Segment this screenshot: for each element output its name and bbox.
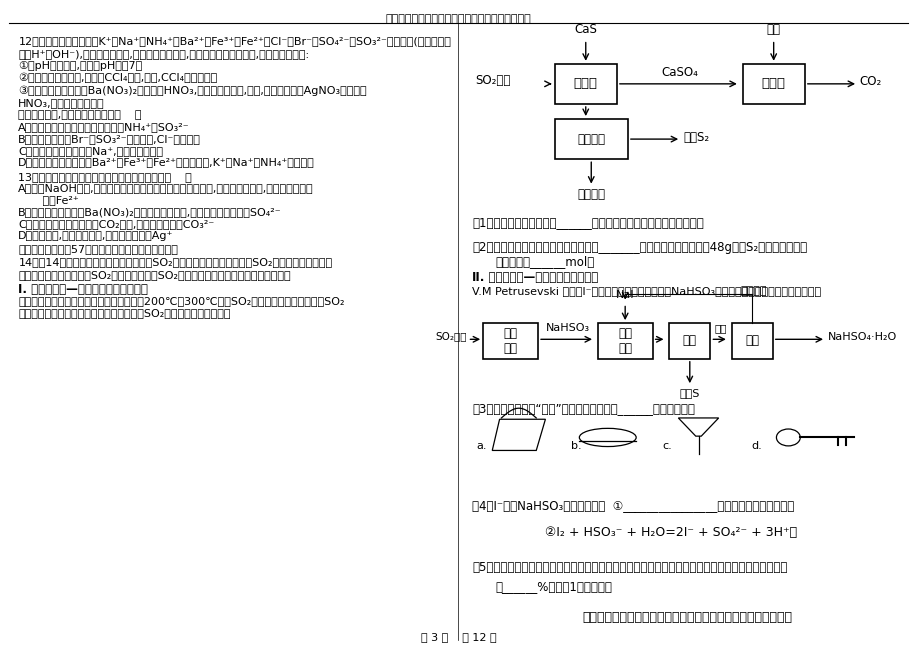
Text: 滤液: 滤液 — [714, 323, 726, 333]
Text: 脱硫气体: 脱硫气体 — [576, 188, 605, 202]
Text: V.M Petrusevski 等人用I⁻作为催化剂，在常温下，将NaHSO₃进行液相催化回收硫磺的工艺如下：: V.M Petrusevski 等人用I⁻作为催化剂，在常温下，将NaHSO₃进… — [471, 286, 821, 296]
Text: ②向溶液中滴加氯水,再加入CCl₄振荡,静置,CCl₄层呈橙色。: ②向溶液中滴加氯水,再加入CCl₄振荡,静置,CCl₄层呈橙色。 — [18, 73, 218, 83]
Text: 碱盐
吸收: 碱盐 吸收 — [503, 327, 517, 355]
FancyBboxPatch shape — [731, 323, 772, 359]
FancyBboxPatch shape — [742, 64, 804, 104]
FancyBboxPatch shape — [554, 64, 617, 104]
Text: CaS: CaS — [573, 23, 596, 36]
FancyBboxPatch shape — [668, 323, 709, 359]
Text: 一切不按照高考标准进行的训练，都对备战高考没有任何意义！: 一切不按照高考标准进行的训练，都对备战高考没有任何意义！ — [582, 611, 791, 624]
Text: 固体还原剂直接还原法是指在一定温度下（200℃～300℃）将SO₂烟气通过固体还原剂，使SO₂: 固体还原剂直接还原法是指在一定温度下（200℃～300℃）将SO₂烟气通过固体还… — [18, 296, 345, 306]
FancyBboxPatch shape — [482, 323, 538, 359]
Text: 14．（14分）随着现代工业的快速发展，SO₂烟气的排放量急剧增加。将SO₂还原为硫磺是目前烟: 14．（14分）随着现代工业的快速发展，SO₂烟气的排放量急剧增加。将SO₂还原… — [18, 257, 332, 267]
Text: A．加入NaOH溶液,生成的白色沉淠在空气中迅速变成灰绳色,最终变成红褐色,则原溶液中一定: A．加入NaOH溶液,生成的白色沉淠在空气中迅速变成灰绳色,最终变成红褐色,则原… — [18, 183, 313, 193]
Text: B．溶液中滴加酸化的Ba(NO₃)₂溶液出现白色沉淠,说明该溶液中一定有SO₄²⁻: B．溶液中滴加酸化的Ba(NO₃)₂溶液出现白色沉淠,说明该溶液中一定有SO₄²… — [18, 207, 281, 217]
Text: NaHSO₃: NaHSO₃ — [545, 323, 589, 333]
Text: 13．下列有关离子的检验或推断的叙述正确的有（    ）: 13．下列有关离子的检验或推断的叙述正确的有（ ） — [18, 172, 192, 181]
Text: Ⅰ. 气相还原法—固体还原剂直接还原法: Ⅰ. 气相还原法—固体还原剂直接还原法 — [18, 283, 148, 296]
Text: B．原混合溶液中Br⁻、SO₃²⁻肯定存在,Cl⁻可能存在: B．原混合溶液中Br⁻、SO₃²⁻肯定存在,Cl⁻可能存在 — [18, 134, 201, 144]
Text: NaHSO₄·H₂O: NaHSO₄·H₂O — [827, 332, 896, 343]
Text: 含有Fe²⁺: 含有Fe²⁺ — [18, 195, 79, 205]
Text: （4）I⁻催化NaHSO₃的反应过程为  ①________________（用离子方程式表示）；: （4）I⁻催化NaHSO₃的反应过程为 ①________________（用离… — [471, 499, 793, 512]
Text: 单质S₂: 单质S₂ — [682, 131, 709, 144]
Text: NaI: NaI — [615, 290, 634, 300]
Text: 过滤: 过滤 — [682, 334, 696, 347]
FancyBboxPatch shape — [597, 323, 652, 359]
Text: D．原混合溶液中阳离子Ba²⁺、Fe³⁺、Fe²⁺一定不存在,K⁺、Na⁺、NH₄⁺一定存在: D．原混合溶液中阳离子Ba²⁺、Fe³⁺、Fe²⁺一定不存在,K⁺、Na⁺、NH… — [18, 157, 314, 167]
FancyBboxPatch shape — [554, 119, 628, 159]
Text: CaSO₄: CaSO₄ — [661, 66, 698, 79]
Text: a.: a. — [476, 441, 487, 450]
Text: SO₂烟气: SO₂烟气 — [474, 74, 510, 87]
Text: ②I₂ + HSO₃⁻ + H₂O=2I⁻ + SO₄²⁻ + 3H⁺。: ②I₂ + HSO₃⁻ + H₂O=2I⁻ + SO₄²⁻ + 3H⁺。 — [545, 526, 797, 539]
Text: 于______%（保由1位小数）。: 于______%（保由1位小数）。 — [494, 580, 611, 593]
Text: 循环利用: 循环利用 — [740, 286, 766, 296]
Text: 精燤: 精燤 — [766, 23, 780, 36]
Text: 出的H⁺、OH⁻),且离子浓度相同,依次进行下列实验,且每步所加试剂均过量,观察到现象如下:: 出的H⁺、OH⁻),且离子浓度相同,依次进行下列实验,且每步所加试剂均过量,观察… — [18, 49, 309, 58]
Text: 常温
转化: 常温 转化 — [618, 327, 631, 355]
Text: 硫冷凝器: 硫冷凝器 — [576, 133, 605, 146]
Text: D．加入盐酸,产生白色沉淠,则试样中一定有Ag⁺: D．加入盐酸,产生白色沉淠,则试样中一定有Ag⁺ — [18, 231, 174, 240]
Text: 单质S: 单质S — [679, 388, 699, 398]
Text: ①用pH试纸检验,溶液的pH大于7。: ①用pH试纸检验,溶液的pH大于7。 — [18, 61, 142, 71]
Text: （2）脱硫塔中发生反应的化学方程式为_______。脱硫过程中，当产生48g单质S₂时，转移电子的: （2）脱硫塔中发生反应的化学方程式为_______。脱硫过程中，当产生48g单质… — [471, 240, 806, 254]
Text: 物质的量为______mol。: 物质的量为______mol。 — [494, 255, 594, 268]
Text: （3）下列仳器中，“操作”时不需要用到的是______（填标号）。: （3）下列仳器中，“操作”时不需要用到的是______（填标号）。 — [471, 402, 694, 415]
Text: C．向溶液中滴加盐酸产生CO₂气体,溶液中可能含有CO₃²⁻: C．向溶液中滴加盐酸产生CO₂气体,溶液中可能含有CO₃²⁻ — [18, 219, 214, 229]
Text: SO₂烟气: SO₂烟气 — [435, 331, 466, 341]
Text: 衡水卓华决胜二三高考化学暑假必刷密卷新高考版: 衡水卓华决胜二三高考化学暑假必刷密卷新高考版 — [385, 14, 530, 24]
Text: （5）液相催化歧化制硫法具有反应条件温和、运行费用低等优点，然而其缺点是硫磺的回收率不会高: （5）液相催化歧化制硫法具有反应条件温和、运行费用低等优点，然而其缺点是硫磺的回… — [471, 561, 787, 574]
Text: 操作: 操作 — [744, 334, 758, 347]
Text: 中的氧原子转移到固体还原剂上，从而实现SO₂的还原，其流程如下：: 中的氧原子转移到固体还原剂上，从而实现SO₂的还原，其流程如下： — [18, 308, 231, 318]
Text: 第 3 页    共 12 页: 第 3 页 共 12 页 — [420, 632, 495, 642]
Text: A．无法推断原混合溶液中是否含有NH₄⁺和SO₃²⁻: A．无法推断原混合溶液中是否含有NH₄⁺和SO₃²⁻ — [18, 122, 189, 132]
Text: c.: c. — [662, 441, 672, 450]
Text: HNO₃,有白色沉淠产生。: HNO₃,有白色沉淠产生。 — [18, 98, 105, 108]
Text: 根据上述实验,以下说法正确的是（    ）: 根据上述实验,以下说法正确的是（ ） — [18, 111, 142, 120]
Text: b.: b. — [571, 441, 581, 450]
Text: 脱硫塔: 脱硫塔 — [573, 77, 597, 90]
Text: Ⅱ. 液相还原法—液相催化歧化制硫法: Ⅱ. 液相还原法—液相催化歧化制硫法 — [471, 271, 597, 284]
Text: 气脱硫研究的热点。根据SO₂的反应状态，将SO₂还原法分为气相还原法和液相还原法。: 气脱硫研究的热点。根据SO₂的反应状态，将SO₂还原法分为气相还原法和液相还原法… — [18, 270, 290, 280]
Text: ③向所得水溶液中加入Ba(NO₃)₂溶液和稀HNO₃,有白色沉淠产生,过滤,向滤液中加入AgNO₃溶液和稀: ③向所得水溶液中加入Ba(NO₃)₂溶液和稀HNO₃,有白色沉淠产生,过滤,向滤… — [18, 86, 367, 96]
Text: 再生塔: 再生塔 — [761, 77, 785, 90]
Text: C．确定溶液中是否存在Na⁺,需要做焰色反应: C．确定溶液中是否存在Na⁺,需要做焰色反应 — [18, 146, 164, 155]
Text: 12．某无色溶液可能含有K⁺、Na⁺、NH₄⁺、Ba²⁺、Fe³⁺、Fe²⁺、Cl⁻、Br⁻、SO₄²⁻、SO₃²⁻中若干种(忽略水电离: 12．某无色溶液可能含有K⁺、Na⁺、NH₄⁺、Ba²⁺、Fe³⁺、Fe²⁺、C… — [18, 36, 450, 46]
Text: d.: d. — [751, 441, 762, 450]
Text: CO₂: CO₂ — [859, 75, 881, 88]
Text: （1）再生塔中生成的物质______（填化学式）可在流程中循环使用。: （1）再生塔中生成的物质______（填化学式）可在流程中循环使用。 — [471, 216, 703, 229]
Text: 三、非选择题：全57分，每个试题考生都必须作答。: 三、非选择题：全57分，每个试题考生都必须作答。 — [18, 244, 178, 254]
